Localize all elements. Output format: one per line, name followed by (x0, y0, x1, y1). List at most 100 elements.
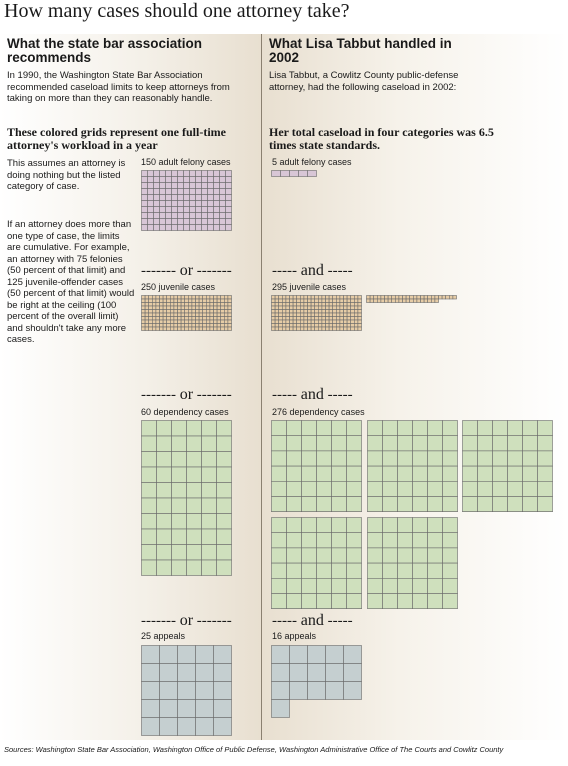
juvenile-case-cell (180, 312, 185, 317)
dependency-case-cell (442, 547, 458, 564)
juvenile-case-cell (187, 309, 193, 314)
juvenile-case-cell (191, 316, 196, 321)
juvenile-case-cell (314, 316, 319, 321)
felony-case-cell (289, 170, 299, 177)
juvenile-case-cell (180, 326, 185, 331)
juvenile-case-cell (339, 298, 344, 303)
juvenile-case-cell (317, 316, 323, 321)
juvenile-case-cell (271, 312, 276, 317)
dependency-case-cell (186, 559, 202, 576)
juvenile-case-cell (299, 295, 305, 300)
juvenile-case-cell (346, 323, 351, 328)
juvenile-case-cell (159, 319, 164, 324)
appeals-case-cell (195, 663, 214, 682)
felony-case-cell (147, 194, 154, 201)
juvenile-case-cell (398, 298, 403, 303)
juvenile-case-cell (296, 316, 301, 321)
juvenile-case-cell (271, 298, 276, 303)
dependency-case-cell (201, 466, 217, 483)
dependency-case-cell (382, 547, 398, 564)
felony-case-cell (159, 218, 166, 225)
separator-and: ----- and ----- (272, 386, 353, 403)
right-subheading: Her total caseload in four categories wa… (269, 125, 494, 152)
dependency-case-cell (427, 593, 443, 609)
felony-case-cell (213, 188, 220, 195)
felony-case-cell (225, 176, 232, 183)
dependency-case-cell (186, 451, 202, 468)
dependency-case-cell (141, 466, 157, 483)
dependency-case-cell (412, 435, 428, 452)
dependency-case-cell (507, 420, 523, 436)
appeals-case-cell (271, 663, 290, 682)
juvenile-case-cell (303, 316, 308, 321)
dependency-case-cell (316, 420, 332, 436)
juvenile-case-cell (346, 319, 351, 324)
juvenile-case-cell (144, 323, 149, 328)
felony-case-cell (207, 200, 214, 207)
dependency-case-cell (141, 497, 157, 514)
dependency-case-cell (537, 480, 553, 497)
juvenile-case-cell (321, 305, 326, 310)
juvenile-case-cell (314, 326, 319, 331)
juvenile-case-cell (187, 312, 193, 317)
juvenile-case-cell (209, 305, 214, 310)
dependency-case-cell (442, 517, 458, 533)
juvenile-case-cell (314, 319, 319, 324)
dependency-case-cell (171, 559, 187, 576)
appeals-case-cell (213, 717, 232, 736)
dependency-case-cell (537, 496, 553, 512)
felony-case-cell (183, 218, 190, 225)
dependency-case-cell (186, 466, 202, 483)
juvenile-case-cell (169, 302, 175, 307)
juvenile-case-cell (159, 295, 164, 300)
juvenile-case-cell (206, 312, 211, 317)
juvenile-case-cell (206, 309, 211, 314)
juvenile-case-cell (285, 319, 290, 324)
juvenile-case-cell (206, 316, 211, 321)
dependency-case-cell (427, 562, 443, 579)
felony-case-cell (213, 182, 220, 189)
juvenile-case-cell (173, 323, 178, 328)
dependency-case-cell (186, 482, 202, 499)
dependency-case-cell (427, 480, 443, 497)
dependency-case-cell (316, 517, 332, 533)
juvenile-case-cell (169, 305, 175, 310)
state-bar-panel (0, 34, 261, 740)
juvenile-case-cell (321, 316, 326, 321)
juvenile-case-cell (224, 295, 229, 300)
juvenile-case-cell (402, 298, 407, 303)
dependency-case-cell (382, 420, 398, 436)
juvenile-case-cell (307, 319, 312, 324)
felony-case-cell (195, 218, 202, 225)
juvenile-case-cell (177, 295, 182, 300)
felony-case-cell (153, 194, 160, 201)
felony-case-cell (207, 182, 214, 189)
juvenile-case-cell (289, 319, 294, 324)
juvenile-case-cell (173, 305, 178, 310)
juvenile-case-cell (216, 298, 221, 303)
dependency-case-cell (412, 577, 428, 594)
separator-or: ------- or ------- (141, 262, 232, 279)
juvenile-case-cell (209, 323, 214, 328)
dependency-case-cell (331, 577, 347, 594)
juvenile-case-cell (289, 316, 294, 321)
juvenile-case-cell (434, 295, 439, 300)
juvenile-case-cell (274, 323, 279, 328)
dependency-case-cell (271, 517, 287, 533)
juvenile-case-cell (296, 305, 301, 310)
juvenile-case-cell (152, 316, 157, 321)
dependency-case-cell (346, 435, 362, 452)
juvenile-case-cell (198, 298, 203, 303)
juvenile-case-cell (271, 309, 276, 314)
juvenile-case-cell (394, 298, 400, 303)
dependency-case-cell (412, 593, 428, 609)
left-intro: In 1990, the Washington State Bar Associ… (7, 70, 230, 104)
juvenile-case-cell (336, 309, 341, 314)
juvenile-case-cell (282, 305, 287, 310)
felony-case-cell (171, 224, 178, 231)
felony-case-cell (159, 212, 166, 219)
juvenile-case-cell (343, 312, 348, 317)
juvenile-case-cell (180, 319, 185, 324)
dependency-case-cell (427, 532, 443, 549)
juvenile-case-cell (328, 305, 333, 310)
